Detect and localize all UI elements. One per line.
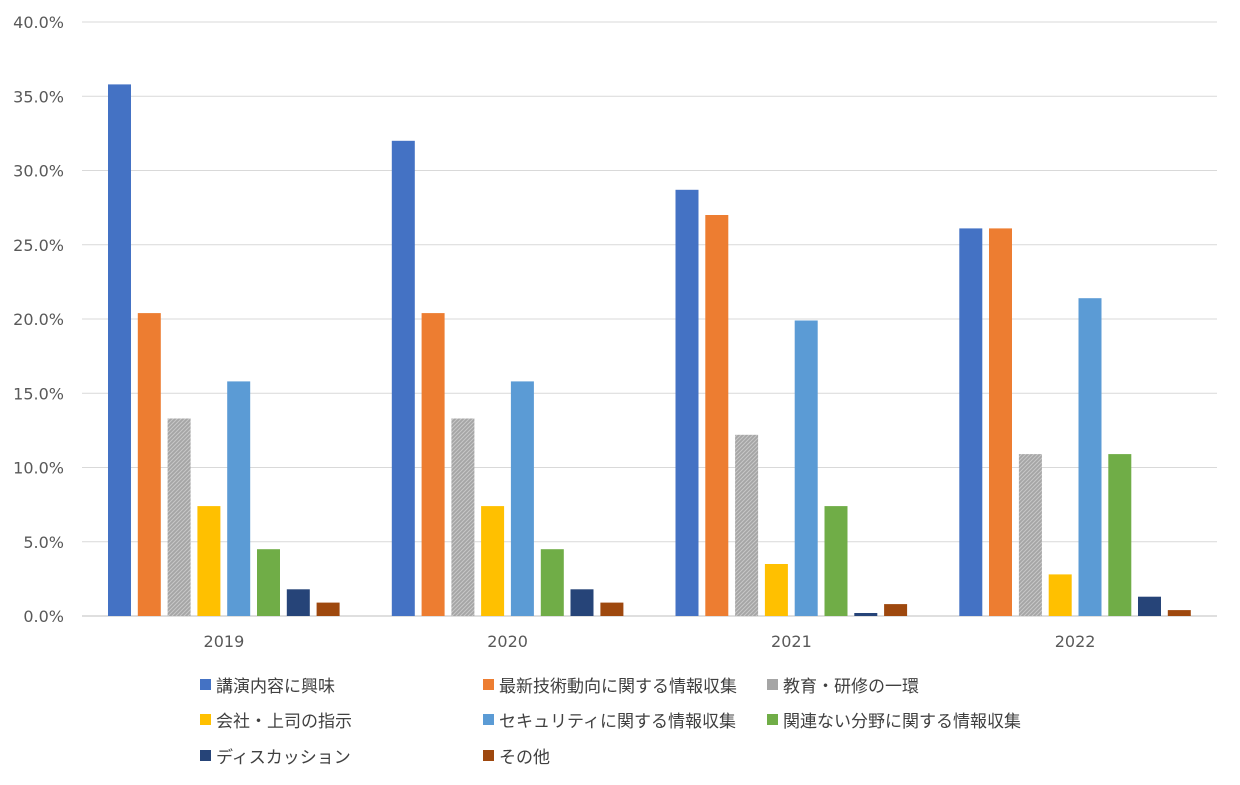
bar-2021-series-2	[705, 215, 729, 616]
bar-2019-series-5	[227, 381, 251, 616]
y-tick-label: 10.0%	[13, 459, 64, 478]
bar-2021-series-8	[884, 604, 908, 616]
bar-2019-series-2	[137, 313, 161, 616]
bar-2021-series-4	[764, 564, 788, 616]
bar-2020-series-4	[481, 506, 505, 616]
bar-2021-series-6	[824, 506, 848, 616]
y-tick-label: 30.0%	[13, 162, 64, 181]
bar-2020-series-1	[391, 140, 415, 617]
bar-2020-series-6	[540, 549, 564, 616]
y-tick-label: 20.0%	[13, 310, 64, 329]
bar-2019-series-1	[108, 84, 131, 616]
y-tick-label: 15.0%	[13, 384, 64, 403]
x-tick-label: 2019	[204, 632, 245, 651]
y-tick-label: 25.0%	[13, 236, 64, 255]
y-tick-label: 35.0%	[13, 87, 64, 106]
x-tick-label: 2020	[487, 632, 528, 651]
bar-2021-series-5	[794, 320, 818, 616]
bar-2022-series-4	[1048, 574, 1072, 616]
bar-2020-series-3	[451, 418, 475, 616]
bar-2019-series-6	[257, 549, 280, 616]
y-tick-label: 40.0%	[13, 13, 64, 32]
bars	[108, 84, 1191, 617]
bar-2019-series-7	[286, 589, 310, 616]
bar-2022-series-2	[989, 228, 1012, 616]
axes: 0.0% 5.0% 10.0% 15.0% 20.0% 25.0% 30.0% 35.0% 40…	[13, 13, 1095, 651]
bar-2022-series-6	[1108, 454, 1132, 616]
bar-2021-series-3	[735, 434, 759, 616]
bar-2021-series-7	[854, 613, 878, 616]
bar-2020-series-7	[570, 589, 594, 616]
bar-2022-series-1	[959, 228, 983, 616]
bar-2022-series-5	[1078, 298, 1102, 616]
bar-2020-series-5	[510, 381, 534, 616]
bar-2019-series-8	[316, 602, 340, 616]
bar-2020-series-2	[421, 313, 445, 616]
y-tick-label: 0.0%	[23, 607, 64, 626]
bar-2022-series-3	[1018, 454, 1042, 616]
gridlines	[82, 21, 1217, 617]
x-tick-label: 2022	[1055, 632, 1096, 651]
bar-2022-series-7	[1138, 596, 1161, 616]
y-tick-label: 5.0%	[23, 533, 64, 552]
bar-2021-series-1	[675, 189, 699, 617]
bar-2019-series-4	[197, 506, 221, 616]
bar-2020-series-8	[600, 602, 624, 616]
bar-2022-series-8	[1167, 610, 1191, 616]
bar-2019-series-3	[167, 418, 191, 616]
x-tick-label: 2021	[771, 632, 812, 651]
